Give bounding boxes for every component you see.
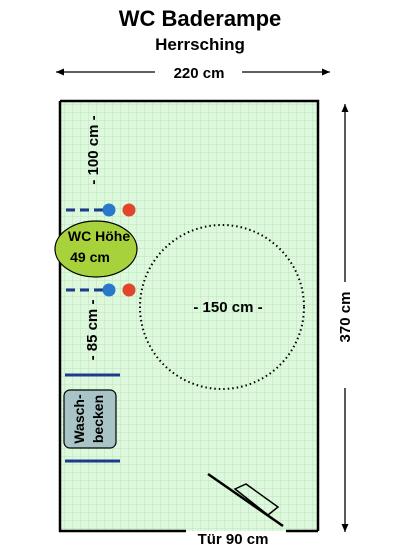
room-floor <box>60 101 318 531</box>
lower-grab-bar <box>66 283 136 297</box>
toilet-height-label: 49 cm <box>70 249 110 265</box>
upper-grab-bar <box>66 203 136 217</box>
diagram-subtitle: Herrsching <box>155 35 245 54</box>
width-dimension-arrow <box>56 68 330 76</box>
door <box>207 472 284 528</box>
room-wall <box>60 99 320 531</box>
turning-circle <box>139 224 305 390</box>
sink-label: Wasch- <box>71 394 87 444</box>
height-dimension-arrow <box>341 104 349 532</box>
turning-circle-label: - 150 cm - <box>193 299 262 316</box>
bottom-clearance-label: - 85 cm - <box>84 300 101 361</box>
door-width-label: Tür 90 cm <box>198 531 269 548</box>
height-label: 370 cm <box>337 292 354 343</box>
sink-label-2: becken <box>90 395 106 443</box>
toilet-label: WC Höhe <box>68 228 130 244</box>
width-label: 220 cm <box>174 65 225 82</box>
diagram-title: WC Baderampe <box>118 6 282 31</box>
toilet <box>54 220 138 278</box>
sink <box>63 389 117 449</box>
top-clearance-label: - 100 cm - <box>85 115 102 184</box>
